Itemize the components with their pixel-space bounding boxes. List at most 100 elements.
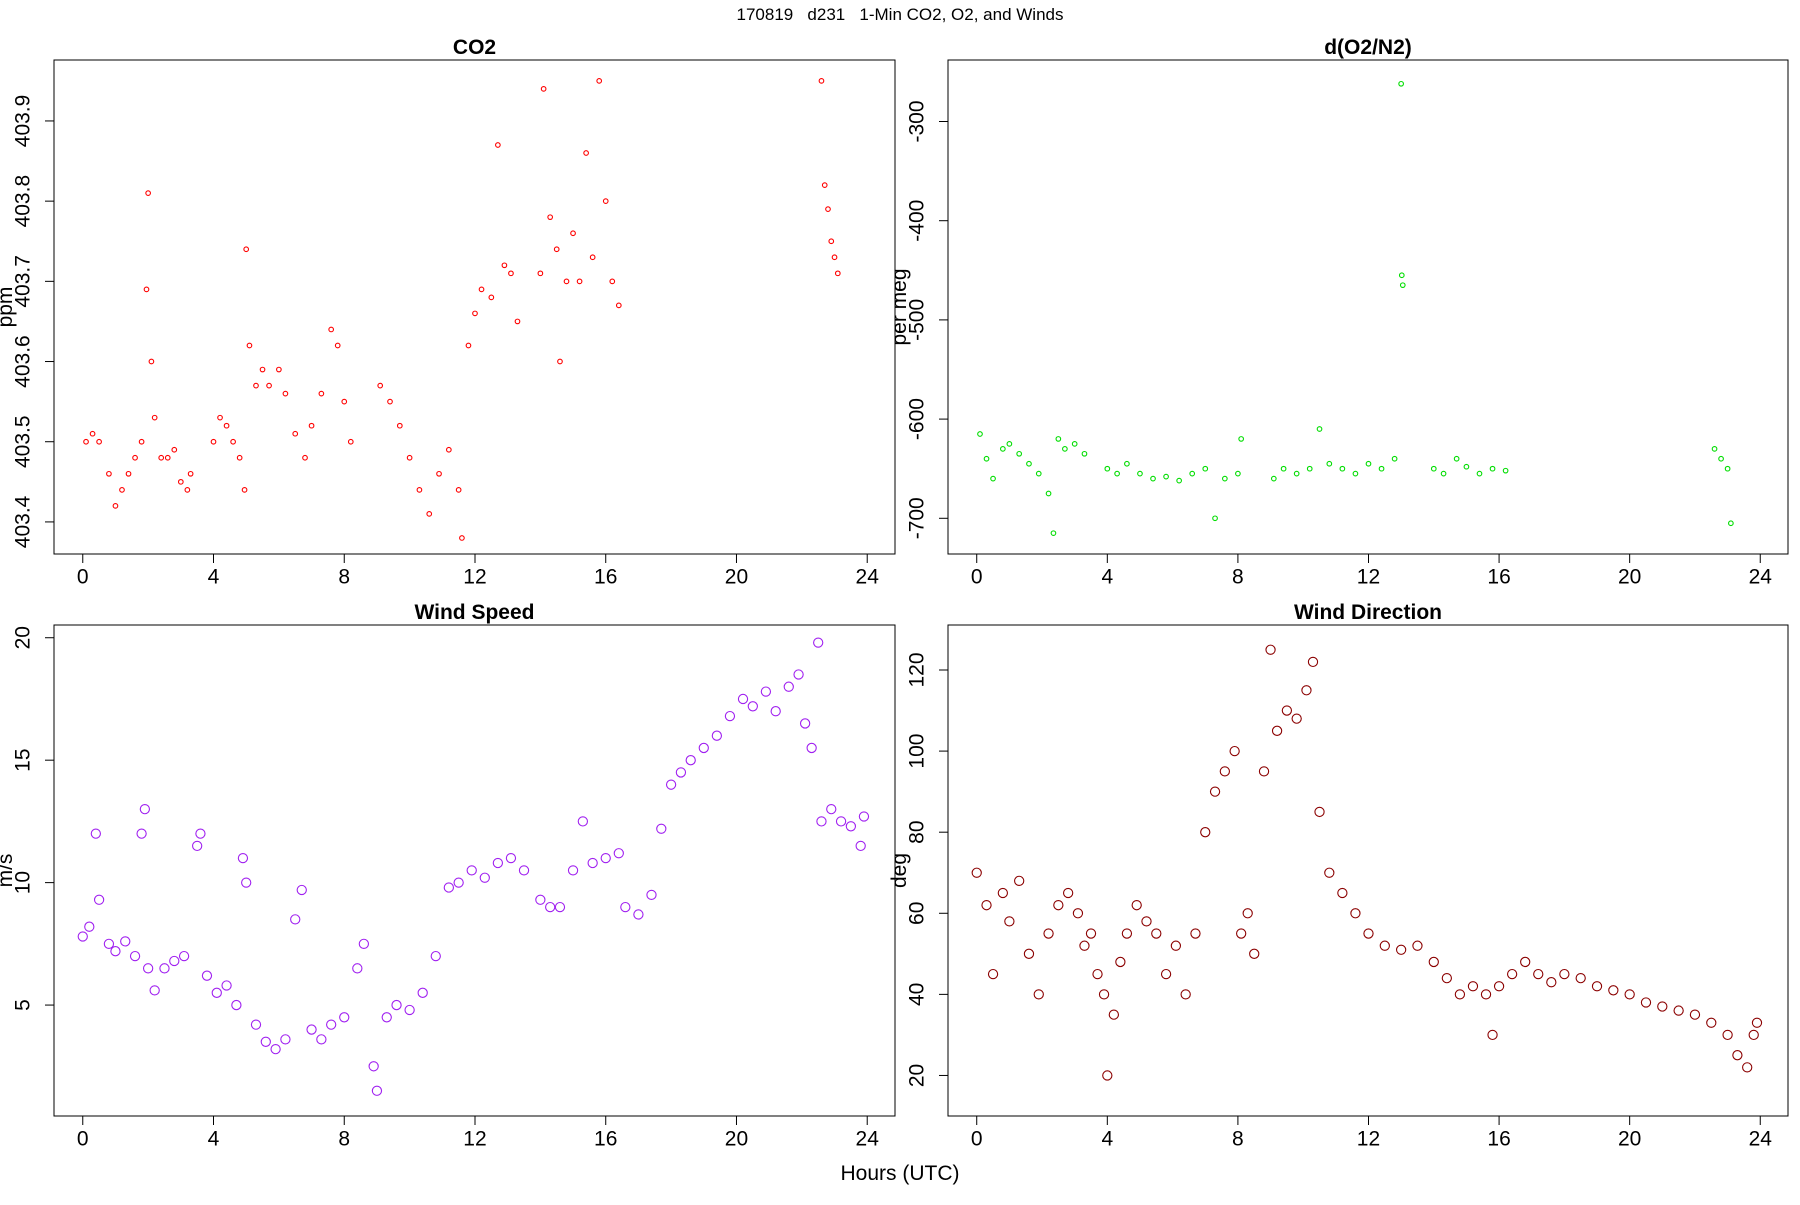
data-point	[1640, 997, 1652, 1008]
data-point	[587, 857, 598, 869]
data-point	[633, 909, 644, 920]
data-point	[1339, 465, 1346, 472]
y-axis-label: per meg	[888, 268, 911, 345]
data-point	[339, 1012, 350, 1023]
x-tick-label: 4	[1101, 1128, 1113, 1151]
data-point	[1238, 436, 1245, 442]
data-point	[1221, 475, 1228, 482]
data-point	[1189, 470, 1196, 477]
x-tick-label: 20	[1618, 566, 1641, 589]
data-point	[1391, 455, 1398, 462]
data-point	[821, 182, 828, 188]
data-point	[1673, 1005, 1684, 1016]
y-tick-label: -400	[906, 200, 929, 242]
data-point	[1463, 463, 1470, 470]
data-point	[1291, 713, 1302, 724]
data-point	[1081, 450, 1088, 457]
data-point	[1337, 887, 1348, 899]
x-tick-label: 0	[971, 566, 983, 589]
x-tick-label: 20	[725, 1128, 748, 1151]
x-tick-label: 8	[1232, 1128, 1244, 1151]
data-point	[1242, 908, 1253, 919]
data-point	[711, 730, 723, 741]
data-point	[472, 310, 478, 317]
data-point	[596, 78, 603, 84]
data-point	[813, 637, 824, 648]
data-point	[1533, 968, 1544, 980]
y-tick-label: 20	[12, 626, 35, 649]
data-point	[243, 246, 250, 253]
data-point	[1395, 944, 1407, 955]
data-point	[1751, 1017, 1763, 1028]
y-tick-label: 403.9	[12, 95, 35, 148]
x-tick-label: 12	[463, 566, 486, 589]
data-point	[1412, 940, 1423, 951]
data-point	[352, 963, 363, 974]
data-point	[1728, 520, 1734, 527]
data-point	[799, 718, 811, 729]
data-point	[132, 454, 138, 461]
data-point	[1324, 867, 1335, 878]
y-tick-label: 40	[906, 983, 929, 1006]
data-point	[981, 900, 992, 911]
data-point	[148, 358, 155, 365]
data-point	[1035, 470, 1042, 477]
data-point	[334, 342, 341, 349]
data-point	[793, 669, 804, 680]
data-point	[831, 254, 838, 261]
data-point	[1200, 827, 1211, 838]
data-point	[570, 230, 576, 237]
y-tick-label: 5	[12, 999, 35, 1011]
data-point	[1718, 455, 1724, 462]
data-point	[459, 535, 465, 541]
data-point	[1314, 806, 1325, 818]
data-point	[1293, 470, 1300, 477]
data-point	[971, 867, 982, 878]
data-point	[577, 816, 589, 827]
data-point	[492, 857, 504, 869]
data-point	[250, 1019, 262, 1030]
data-point	[1190, 928, 1201, 939]
y-axis-label: m/s	[0, 854, 17, 888]
data-point	[1476, 470, 1483, 477]
data-point	[1160, 968, 1172, 980]
data-point	[1270, 475, 1277, 482]
data-point	[292, 430, 299, 437]
data-point	[171, 446, 178, 453]
data-point	[230, 438, 236, 445]
data-point	[834, 270, 841, 277]
data-point	[1399, 282, 1406, 289]
data-point	[192, 840, 203, 852]
data-point	[1271, 725, 1283, 736]
data-point	[1023, 948, 1035, 959]
data-point	[1506, 968, 1518, 980]
data-point	[318, 390, 325, 397]
data-point	[1365, 460, 1372, 467]
y-tick-label: 100	[906, 734, 929, 769]
data-point	[416, 486, 423, 493]
data-point	[602, 198, 609, 204]
y-tick-label: 403.5	[12, 415, 35, 468]
y-tick-label: 403.4	[12, 495, 35, 548]
data-point	[1591, 981, 1603, 992]
data-point	[236, 454, 243, 461]
data-point	[488, 294, 495, 301]
data-point	[1502, 467, 1509, 474]
y-tick-label: 80	[906, 821, 929, 844]
data-point	[1163, 473, 1169, 480]
data-point	[656, 823, 667, 834]
data-point	[1724, 465, 1731, 472]
data-point	[164, 454, 171, 461]
data-point	[1379, 940, 1390, 951]
data-point	[806, 742, 817, 754]
data-point	[426, 511, 433, 517]
data-point	[1559, 968, 1570, 980]
data-point	[747, 701, 758, 712]
x-tick-label: 24	[856, 1128, 880, 1151]
data-point	[1202, 465, 1209, 472]
data-point	[1711, 446, 1718, 452]
data-point	[83, 438, 89, 445]
data-point	[646, 889, 657, 901]
